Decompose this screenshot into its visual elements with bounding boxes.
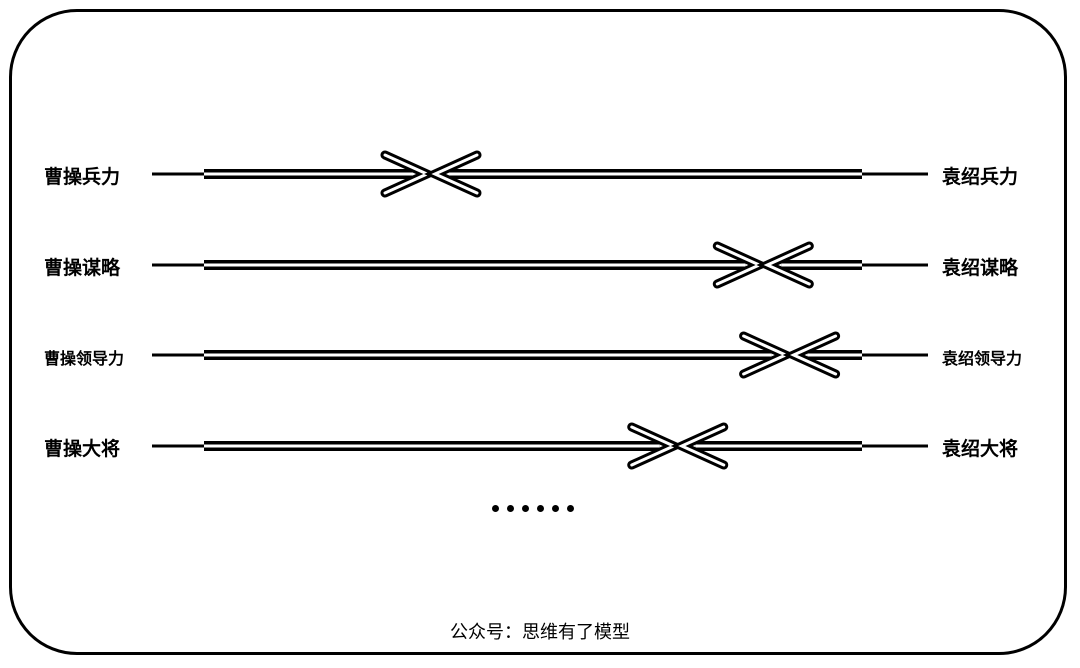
row-4-left-shaft-gap (204, 444, 660, 448)
row-3-right-arrowhead-inner (789, 334, 838, 376)
row-2-right-label: 袁绍谋略 (942, 257, 1019, 279)
row-4-right-arrowhead-inner (678, 425, 726, 467)
row-2-left-shaft-gap (204, 263, 746, 267)
row-2-right-arrowhead-inner (763, 244, 811, 286)
row-1-right-arrowhead-inner (431, 153, 479, 195)
footer-caption: 公众号：思维有了模型 (450, 622, 630, 643)
ellipsis-dot (492, 505, 499, 512)
ellipsis-dot (552, 505, 559, 512)
row-1-right-shaft-gap (449, 172, 862, 176)
row-4-left-label: 曹操大将 (44, 438, 121, 460)
ellipsis (492, 505, 574, 512)
row-4-right-label: 袁绍大将 (942, 438, 1019, 460)
ellipsis-dot (507, 505, 514, 512)
row-3-right-label: 袁绍领导力 (942, 349, 1023, 368)
row-2-left-label: 曹操谋略 (44, 257, 121, 279)
row-3-left-label: 曹操领导力 (44, 349, 125, 368)
row-2-right-shaft-gap (781, 263, 862, 267)
row-1-left-shaft-gap (204, 172, 414, 176)
rounded-frame (9, 9, 1067, 655)
ellipsis-dot (522, 505, 529, 512)
row-3-right-shaft-gap (807, 353, 862, 357)
row-3-left-shaft-gap (204, 353, 772, 357)
row-1-left-label: 曹操兵力 (44, 166, 121, 188)
ellipsis-dot (537, 505, 544, 512)
ellipsis-dot (567, 505, 574, 512)
row-4-right-shaft-gap (695, 444, 862, 448)
row-1-right-label: 袁绍兵力 (942, 166, 1019, 188)
